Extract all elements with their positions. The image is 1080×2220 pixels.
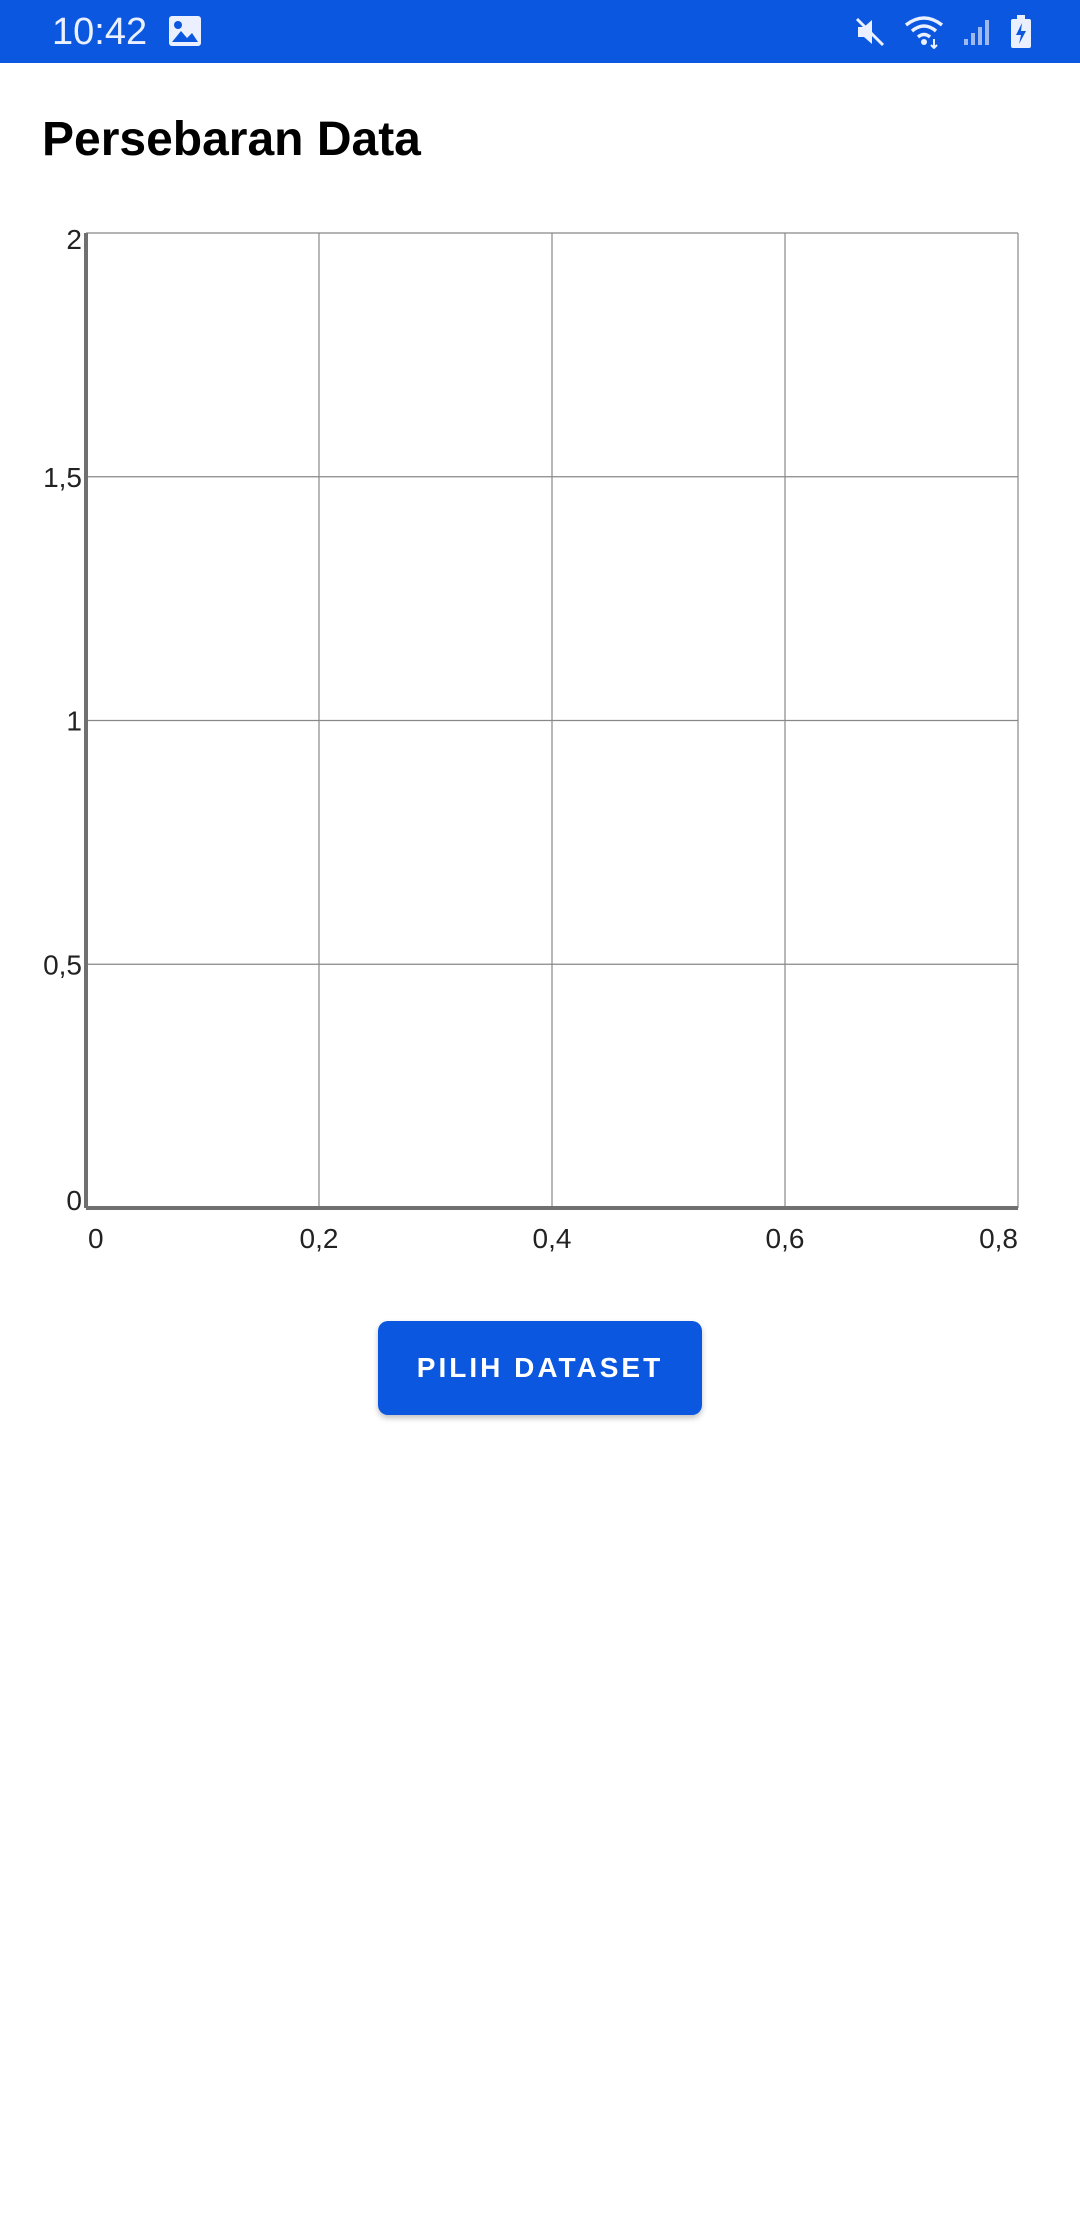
page-title: Persebaran Data: [42, 113, 421, 166]
y-tick-label: 1: [66, 706, 82, 737]
x-tick-label: 0,4: [533, 1223, 572, 1254]
status-time: 10:42: [52, 11, 148, 53]
signal-icon: [962, 17, 992, 47]
status-bar: 10:42: [0, 0, 1080, 63]
wifi-icon: [904, 15, 944, 49]
x-tick-label: 0: [88, 1223, 104, 1254]
x-tick-label: 0,6: [766, 1223, 805, 1254]
y-tick-label: 0: [66, 1185, 82, 1216]
choose-dataset-button[interactable]: PILIH DATASET: [378, 1321, 702, 1415]
x-tick-label: 0,8: [979, 1223, 1018, 1254]
x-tick-label: 0,2: [300, 1223, 339, 1254]
battery-charging-icon: [1010, 15, 1032, 49]
scatter-chart: 0 0,2 0,4 0,6 0,8 0 0,5 1 1,5 2: [0, 200, 1080, 1270]
y-tick-label: 0,5: [43, 949, 82, 980]
gallery-icon: [168, 15, 202, 47]
chart-canvas: 0 0,2 0,4 0,6 0,8 0 0,5 1 1,5 2: [43, 224, 1019, 1254]
y-tick-label: 2: [66, 224, 82, 255]
y-tick-label: 1,5: [43, 462, 82, 493]
status-icons: [854, 12, 1032, 52]
mute-icon: [854, 16, 886, 48]
